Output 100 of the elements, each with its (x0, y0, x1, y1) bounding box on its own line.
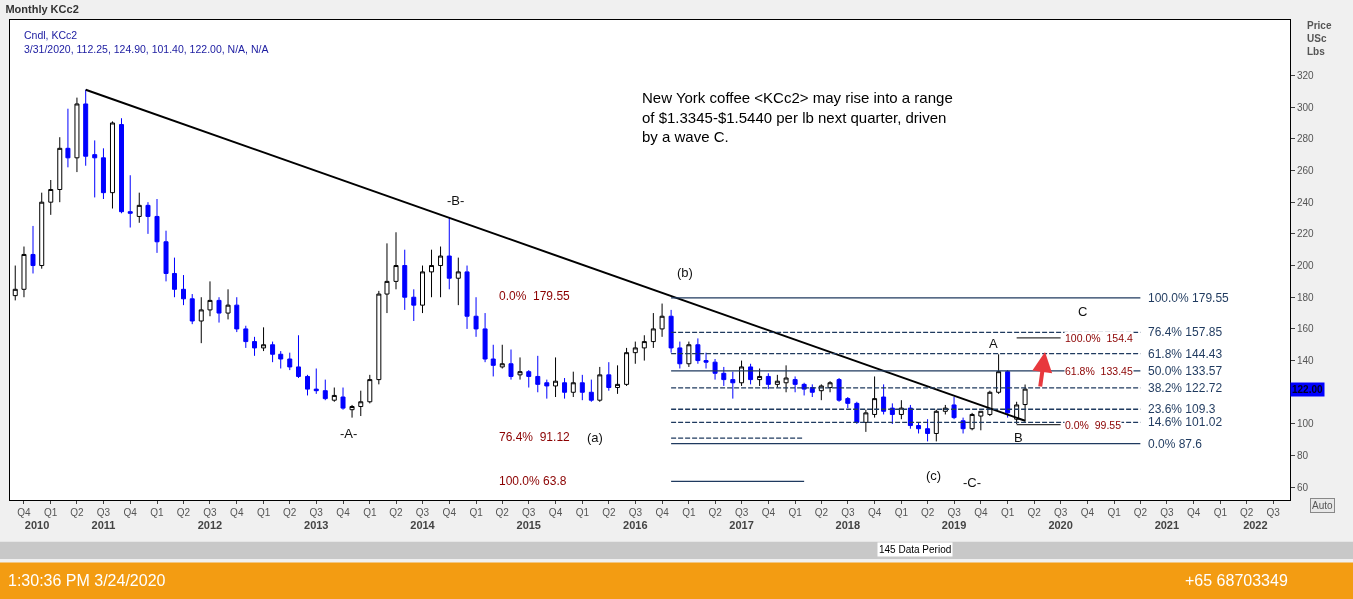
candlestick (881, 383, 887, 415)
x-tick-label: Q3 (203, 507, 218, 518)
annotation: -C- (963, 475, 982, 490)
y-tick-label: 80 (1297, 450, 1309, 462)
candlestick (402, 249, 408, 311)
candlestick (243, 325, 249, 349)
annotation: New York coffee <KCc2> may rise into a range of $1.3345-$1.5440 per lb next quarter, driven by a wave C. (642, 89, 953, 145)
x-tick-label: Q1 (1000, 507, 1015, 518)
candlestick (446, 217, 452, 290)
annotation: 61.8% 144.43 (1148, 347, 1223, 361)
candlestick (376, 290, 382, 385)
x2-tick-label: 2022 (1243, 519, 1268, 531)
candlestick (305, 374, 311, 396)
candlestick (384, 242, 390, 314)
x-tick-label: Q1 (363, 507, 377, 518)
y-tick-label: 280 (1297, 133, 1315, 145)
candlestick (597, 366, 603, 403)
x-tick-label: Q2 (1027, 507, 1042, 518)
candlestick (358, 390, 364, 417)
y-tick-label: 60 (1297, 481, 1309, 493)
y-tick-label: 100 (1297, 418, 1315, 430)
candlestick (925, 418, 931, 442)
candlestick (960, 417, 966, 434)
candlestick (659, 303, 665, 338)
candlestick (216, 296, 222, 324)
x-tick-label: Q3 (522, 507, 536, 518)
candlestick (163, 230, 169, 282)
annotation: A (989, 336, 998, 351)
annotation: 76.4% 157.85 (1148, 325, 1223, 339)
x-tick-label: Q3 (1266, 507, 1281, 518)
candlestick (845, 396, 851, 409)
x-tick-label: Q4 (548, 507, 563, 518)
x-tick-label: Q1 (1107, 507, 1122, 518)
annotation: 0.0% 99.55 (1065, 419, 1122, 431)
x2-tick-label: 2014 (410, 519, 436, 531)
candlestick (313, 368, 319, 395)
candlestick (39, 192, 45, 270)
candlestick (145, 201, 151, 235)
candlestick (83, 89, 89, 167)
candlestick (270, 341, 276, 363)
annotation: 0.0% 87.6 (1148, 437, 1203, 451)
x-tick-label: Q3 (1160, 507, 1174, 518)
candlestick (464, 265, 470, 330)
annotation: 0.0% 179.55 (499, 289, 571, 303)
annotation: 14.6% 101.02 (1148, 415, 1223, 429)
candlestick (827, 380, 833, 393)
candlestick (393, 231, 399, 290)
x-tick-label: Q1 (575, 507, 590, 518)
candlestick (189, 293, 195, 325)
x-tick-label: Q3 (309, 507, 324, 518)
y-tick-label: 160 (1297, 323, 1315, 335)
annotation: 122.00 (1292, 384, 1324, 395)
x-tick-label: Q3 (734, 507, 749, 518)
annotation: 50.0% 133.57 (1148, 364, 1223, 378)
candlestick (252, 336, 258, 357)
candlestick (48, 179, 54, 216)
candlestick (748, 363, 754, 385)
candlestick (579, 374, 585, 401)
x-tick-label: Q3 (841, 507, 855, 518)
x2-tick-label: 2021 (1154, 519, 1180, 531)
candlestick (74, 97, 80, 173)
x-tick-label: Q4 (17, 507, 32, 518)
candlestick (119, 117, 124, 214)
candlestick (695, 337, 701, 365)
candlestick (331, 387, 337, 403)
candlestick (499, 344, 505, 370)
annotation: 100.0% 63.8 (499, 474, 567, 488)
candlestick (171, 257, 177, 298)
candlestick (287, 352, 293, 371)
x-tick-label: Q3 (947, 507, 962, 518)
x2-tick-label: 2011 (91, 519, 116, 531)
x-tick-label: Q2 (1239, 507, 1254, 518)
candlestick (668, 309, 674, 354)
candlestick (553, 356, 559, 398)
candlestick (1005, 369, 1011, 419)
candlestick (473, 296, 479, 338)
x-tick-label: Q2 (920, 507, 935, 518)
candlestick (739, 360, 745, 387)
x-tick-label: Q2 (70, 507, 85, 518)
x2-tick-label: 2015 (516, 519, 541, 531)
annotation: B (1014, 430, 1023, 445)
candlestick (978, 410, 984, 431)
annotation: 23.6% 109.3 (1148, 402, 1216, 416)
x-tick-label: Q4 (761, 507, 776, 518)
x-tick-label: Q1 (894, 507, 909, 518)
x-tick-label: Q4 (867, 507, 882, 518)
x-tick-label: Q4 (123, 507, 138, 518)
candlestick (570, 371, 576, 398)
candlestick (783, 364, 789, 393)
candlestick (30, 225, 36, 274)
candlestick (854, 401, 860, 425)
x-tick-label: Q3 (628, 507, 643, 518)
x-tick-label: Q2 (814, 507, 829, 518)
candlestick (154, 198, 160, 254)
x2-tick-label: 2010 (24, 519, 50, 531)
candlestick (677, 341, 683, 370)
x2-tick-label: 2018 (835, 519, 861, 531)
annotation: 61.8% 133.45 (1065, 365, 1133, 377)
annotation: 76.4% 91.12 (499, 430, 571, 444)
candlestick (322, 379, 328, 401)
